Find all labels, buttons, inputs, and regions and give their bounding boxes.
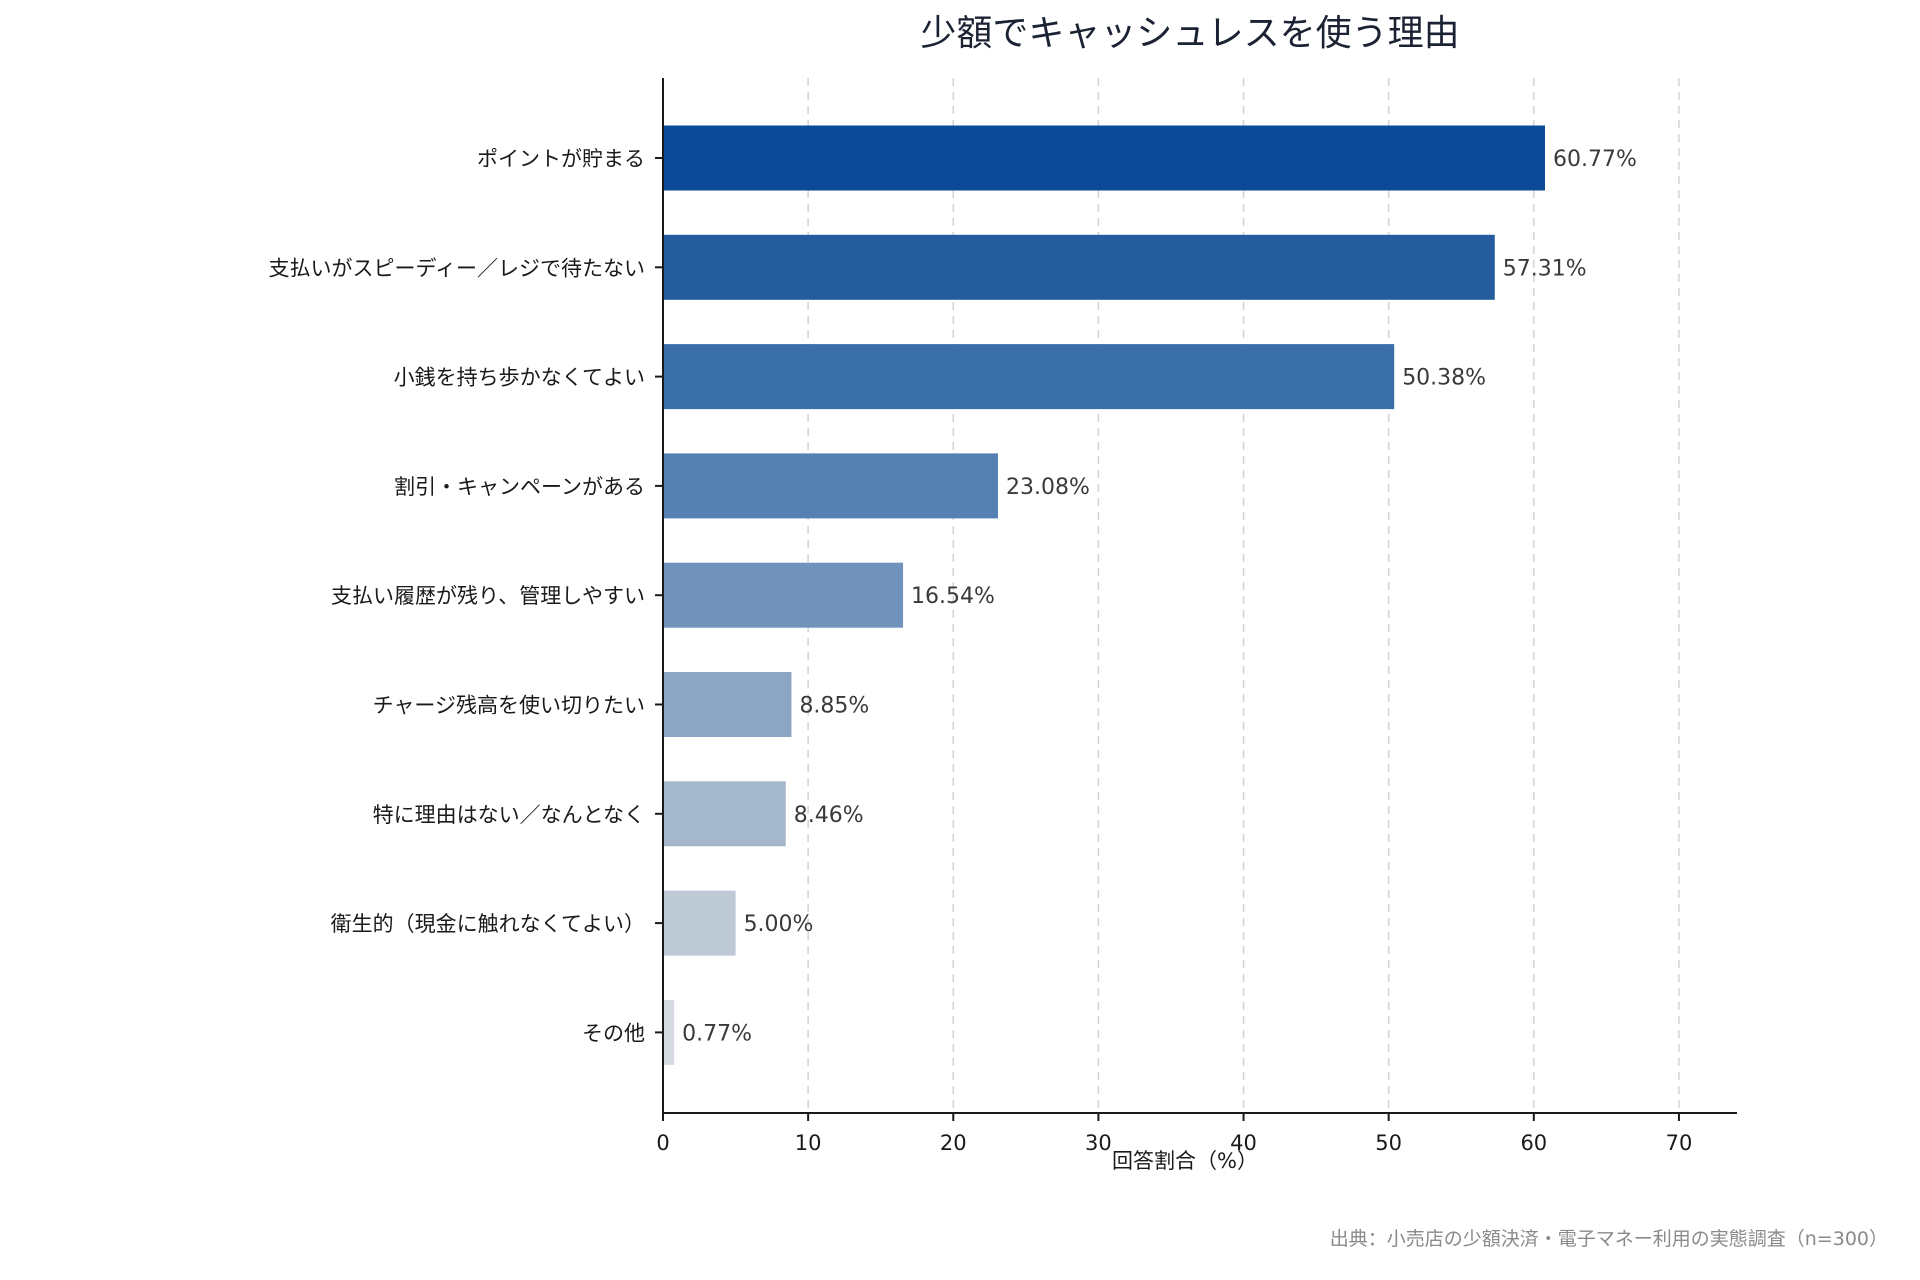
bar — [664, 125, 1545, 191]
x-tick-label: 70 — [1666, 1131, 1693, 1155]
bar — [664, 344, 1395, 410]
bar — [664, 453, 998, 519]
category-label: 支払い履歴が残り、管理しやすい — [331, 584, 645, 608]
value-label: 57.31% — [1503, 256, 1587, 281]
value-label: 50.38% — [1402, 366, 1486, 391]
value-label: 5.00% — [744, 912, 814, 937]
x-tick-label: 10 — [795, 1131, 822, 1155]
bar — [664, 890, 736, 956]
x-tick-label: 20 — [940, 1131, 967, 1155]
x-tick-label: 30 — [1085, 1131, 1112, 1155]
category-label: 支払いがスピーディー／レジで待たない — [268, 256, 645, 280]
bar — [664, 999, 675, 1065]
value-label: 8.46% — [794, 803, 864, 828]
value-label: 23.08% — [1006, 475, 1090, 500]
value-label: 0.77% — [682, 1021, 752, 1046]
value-label: 8.85% — [799, 694, 869, 719]
bars: 60.77% 57.31% 50.38% 23.08% 16.54% 8.85% 8.46%… — [664, 125, 1637, 1065]
bar — [664, 781, 786, 847]
x-tick-label: 50 — [1375, 1131, 1402, 1155]
chart-title: 少額でキャッシュレスを使う理由 — [920, 13, 1459, 54]
bar — [664, 562, 904, 628]
category-label: 特に理由はない／なんとなく — [373, 803, 645, 827]
category-label: その他 — [582, 1021, 645, 1045]
category-label: 割引・キャンペーンがある — [394, 475, 645, 499]
x-tick-label: 60 — [1520, 1131, 1547, 1155]
category-label: 小銭を持ち歩かなくてよい — [394, 366, 645, 390]
bar — [664, 672, 792, 737]
source-note: 出典：小売店の少額決済・電子マネー利用の実態調査（n=300） — [1330, 1228, 1888, 1250]
x-axis-title: 回答割合（%） — [1112, 1149, 1258, 1173]
category-label: ポイントが貯まる — [477, 147, 645, 171]
category-label: 衛生的（現金に触れなくてよい） — [331, 912, 645, 936]
value-label: 16.54% — [911, 584, 995, 609]
value-label: 60.77% — [1553, 147, 1637, 172]
category-label: チャージ残高を使い切りたい — [373, 694, 645, 718]
axes: 0 10 20 30 40 50 60 70 ポイントが貯まる支払いがスピーディー／レジで待たな… — [268, 78, 1737, 1155]
bar — [664, 234, 1495, 300]
x-tick-label: 40 — [1230, 1131, 1257, 1155]
x-tick-label: 0 — [656, 1131, 669, 1155]
